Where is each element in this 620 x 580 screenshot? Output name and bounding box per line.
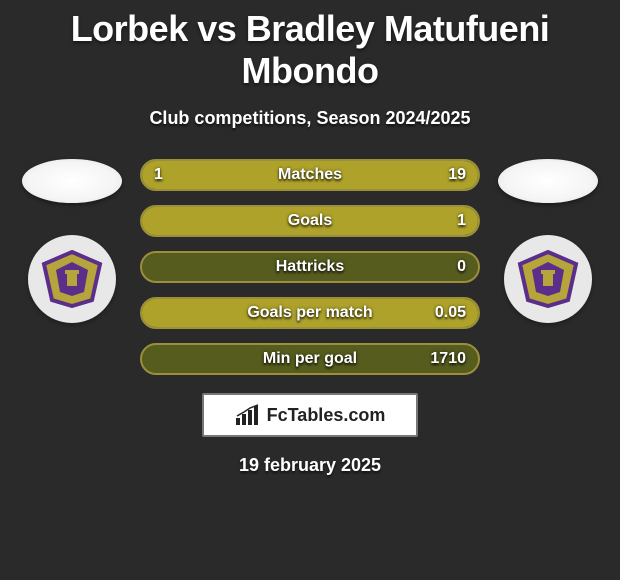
stat-bar: 119Matches xyxy=(140,159,480,191)
bar-label: Matches xyxy=(142,161,478,189)
left-side xyxy=(22,159,122,323)
bar-label: Hattricks xyxy=(142,253,478,281)
branding-box: FcTables.com xyxy=(202,393,418,437)
stat-bar: 0Hattricks xyxy=(140,251,480,283)
date-label: 19 february 2025 xyxy=(0,455,620,476)
right-side xyxy=(498,159,598,323)
comparison-content: 119Matches 1Goals 0Hattricks 0.05Goals per … xyxy=(0,159,620,375)
bar-label: Goals xyxy=(142,207,478,235)
player-avatar-right xyxy=(498,159,598,203)
stat-bar: 0.05Goals per match xyxy=(140,297,480,329)
club-badge-left xyxy=(28,235,116,323)
branding-text: FcTables.com xyxy=(267,405,386,426)
shield-icon xyxy=(516,250,580,308)
page-subtitle: Club competitions, Season 2024/2025 xyxy=(0,108,620,129)
comparison-bars: 119Matches 1Goals 0Hattricks 0.05Goals per … xyxy=(140,159,480,375)
stat-bar: 1Goals xyxy=(140,205,480,237)
bar-label: Goals per match xyxy=(142,299,478,327)
bar-label: Min per goal xyxy=(142,345,478,373)
club-badge-right xyxy=(504,235,592,323)
page-title: Lorbek vs Bradley Matufueni Mbondo xyxy=(0,0,620,92)
stat-bar: 1710Min per goal xyxy=(140,343,480,375)
player-avatar-left xyxy=(22,159,122,203)
chart-icon xyxy=(235,404,261,426)
shield-icon xyxy=(40,250,104,308)
